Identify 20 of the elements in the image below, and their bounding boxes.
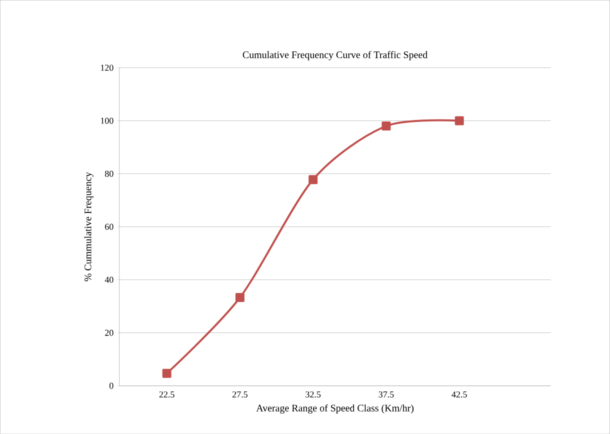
y-axis-title: % Cummulative Frequency (84, 172, 94, 282)
x-tick-label: 42.5 (452, 391, 467, 398)
point (308, 175, 318, 184)
x-axis-title: Average Range of Speed Class (Km/hr) (256, 404, 414, 414)
y-tick-label: 20 (105, 330, 114, 336)
chart-title: Cumulative Frequency Curve of Traffic Speed (242, 50, 428, 60)
point (235, 292, 244, 302)
y-tick-label: 0 (110, 382, 114, 389)
y-tick-label: 100 (100, 118, 114, 124)
x-tick-label: 22.5 (159, 391, 174, 398)
y-tick-label: 60 (105, 224, 114, 230)
x-tick-label: 37.5 (378, 391, 394, 398)
point (382, 121, 391, 130)
x-tick-label: 32.5 (306, 391, 321, 398)
point (162, 368, 172, 378)
y-tick-label: 80 (105, 170, 114, 177)
point (454, 116, 464, 126)
x-tick-label: 27.5 (232, 391, 248, 398)
y-tick-label: 40 (104, 276, 114, 283)
y-tick-label: 120 (100, 64, 114, 71)
